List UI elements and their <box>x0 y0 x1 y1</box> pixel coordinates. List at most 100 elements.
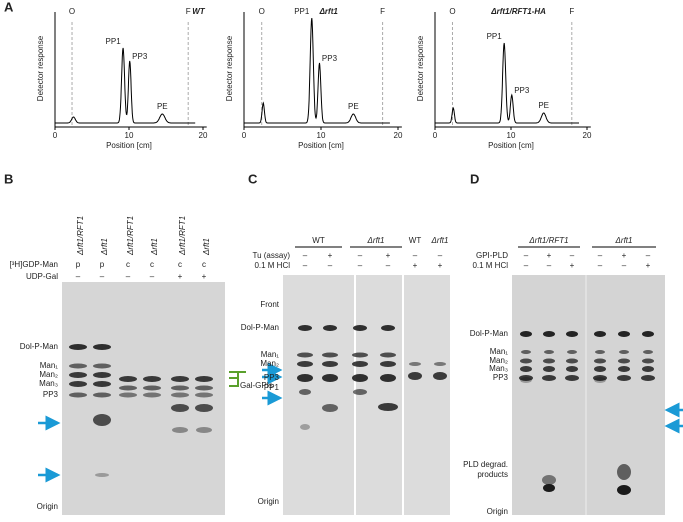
x-tick-label: 10 <box>317 131 326 140</box>
row-value: c <box>202 260 206 269</box>
band <box>380 361 396 367</box>
band <box>322 352 338 358</box>
peak-label: PP3 <box>322 54 338 63</box>
marker-label: Origin <box>258 497 279 506</box>
row-label: Tu (assay) <box>253 251 291 260</box>
band <box>409 362 421 366</box>
marker-label: Man₃ <box>39 379 58 388</box>
marker-label: Man₁ <box>490 347 509 356</box>
marker-label: O <box>69 7 75 16</box>
y-axis-label: Detector response <box>36 35 45 101</box>
band <box>544 350 554 354</box>
row-value: + <box>570 261 575 270</box>
x-tick-label: 0 <box>433 131 438 140</box>
band <box>69 372 87 378</box>
marker-label: Man₁ <box>261 350 280 359</box>
group-label: Δrft1 <box>367 236 385 245</box>
lane-label: Δrft1 <box>150 238 159 256</box>
band <box>520 331 532 337</box>
lane-label: Δrft1 <box>100 238 109 256</box>
marker-label: F <box>380 7 385 16</box>
band <box>143 392 161 398</box>
band <box>171 385 189 391</box>
band <box>521 350 531 354</box>
band <box>543 331 555 337</box>
row-value: – <box>524 251 529 260</box>
marker-label: PP3 <box>43 390 59 399</box>
row-value: + <box>547 251 552 260</box>
x-tick-label: 20 <box>394 131 403 140</box>
plot-title: WT <box>192 7 206 16</box>
x-tick-label: 10 <box>507 131 516 140</box>
band <box>543 358 555 364</box>
group-label: WT <box>312 236 325 245</box>
row-value: – <box>76 272 81 281</box>
band <box>195 385 213 391</box>
marker-label: Man₃ <box>489 364 508 373</box>
band <box>93 392 111 398</box>
x-tick-label: 0 <box>53 131 58 140</box>
band <box>380 374 396 382</box>
x-tick-label: 0 <box>242 131 247 140</box>
group-label: WT <box>409 236 422 245</box>
marker-label: products <box>477 470 508 479</box>
row-value: – <box>524 261 529 270</box>
band <box>119 385 137 391</box>
row-value: c <box>178 260 182 269</box>
peak-label: PP3 <box>132 52 148 61</box>
band <box>171 392 189 398</box>
band <box>93 344 111 350</box>
row-value: – <box>598 251 603 260</box>
row-value: + <box>202 272 207 281</box>
band <box>298 325 312 331</box>
band <box>69 344 87 350</box>
row-value: – <box>547 261 552 270</box>
band <box>195 376 213 382</box>
peak-label: PE <box>538 101 549 110</box>
row-value: – <box>622 261 627 270</box>
peak-label: PP3 <box>514 86 530 95</box>
band <box>567 350 577 354</box>
band <box>93 414 111 426</box>
band <box>642 331 654 337</box>
group-label: Δrft1 <box>431 236 449 245</box>
band <box>69 392 87 398</box>
marker-label: Man₁ <box>40 361 59 370</box>
panel-letter: B <box>4 171 13 186</box>
marker-label: Dol-P-Man <box>470 329 508 338</box>
x-tick-label: 20 <box>583 131 592 140</box>
row-value: + <box>328 251 333 260</box>
row-value: + <box>178 272 183 281</box>
band <box>353 389 367 395</box>
band <box>93 381 111 387</box>
group-label: Δrft1 <box>615 236 633 245</box>
band <box>519 375 533 381</box>
band <box>322 404 338 412</box>
row-value: – <box>150 272 155 281</box>
marker-label: Man₂ <box>260 359 279 368</box>
band <box>617 375 631 381</box>
marker-label: Man₂ <box>39 370 58 379</box>
marker-label: Origin <box>487 507 508 516</box>
row-value: + <box>622 251 627 260</box>
trace <box>435 42 579 124</box>
x-tick-label: 10 <box>125 131 134 140</box>
band <box>297 374 313 382</box>
marker-label: Front <box>260 300 279 309</box>
band <box>617 485 631 495</box>
band <box>119 392 137 398</box>
panel-letter: A <box>4 0 14 14</box>
band <box>171 376 189 382</box>
band <box>642 366 654 372</box>
marker-label: F <box>186 7 191 16</box>
row-value: – <box>358 251 363 260</box>
row-value: + <box>413 261 418 270</box>
band <box>352 374 368 382</box>
band <box>381 325 395 331</box>
band <box>618 358 630 364</box>
band <box>617 464 631 480</box>
row-value: + <box>386 251 391 260</box>
band <box>593 375 607 381</box>
row-value: + <box>646 261 651 270</box>
